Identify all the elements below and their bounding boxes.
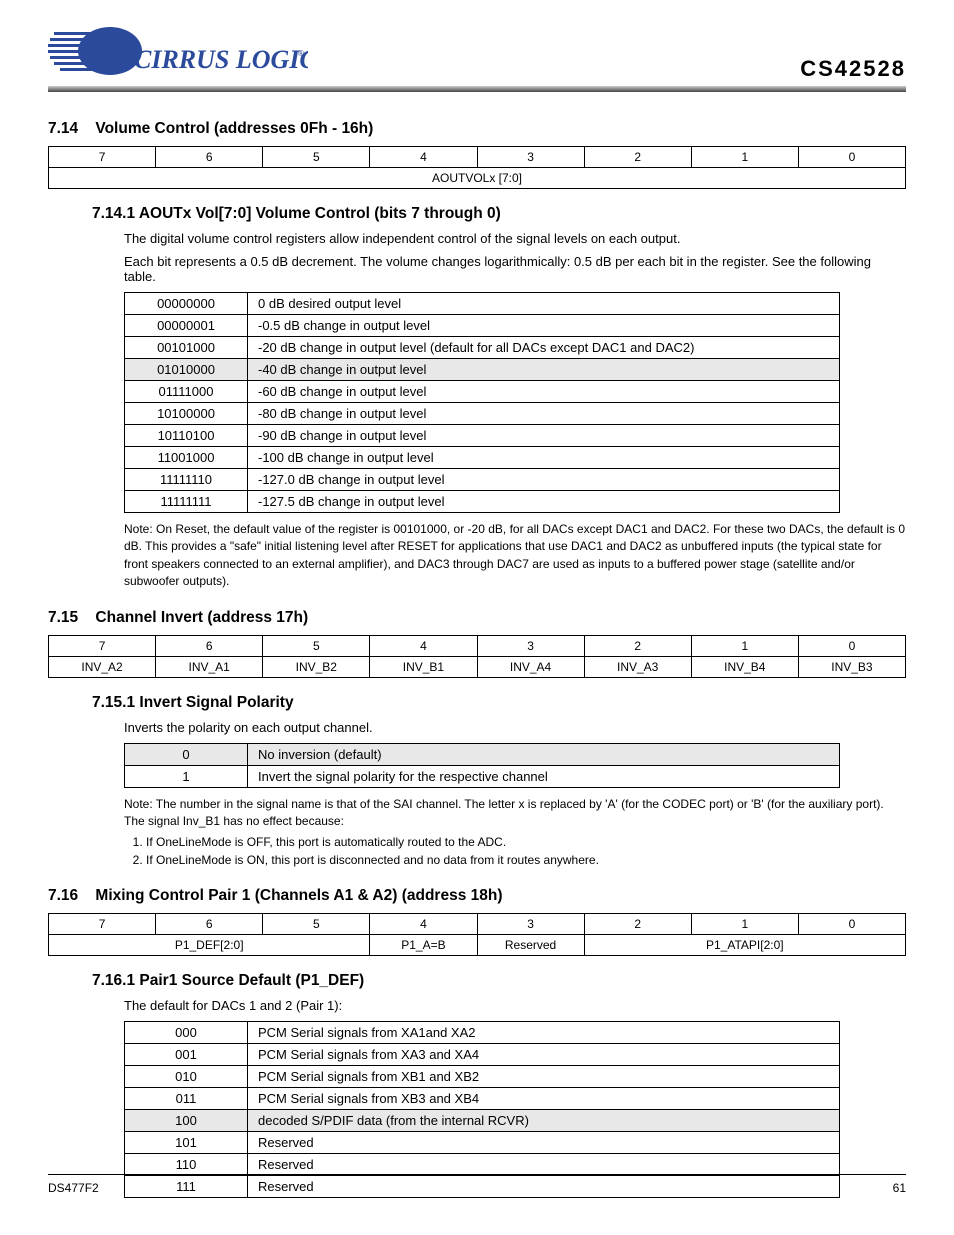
aoutx-description: The digital volume control registers all…: [124, 231, 906, 246]
volume-level-table: 000000000 dB desired output level0000000…: [124, 292, 840, 513]
p1def-value-table: 000PCM Serial signals from XA1and XA2001…: [124, 1021, 840, 1198]
invert-note: Note: The number in the signal name is t…: [124, 796, 906, 870]
section-title-volume-control: 7.14 Volume Control (addresses 0Fh - 16h…: [48, 120, 906, 138]
header-divider: [48, 86, 906, 92]
subsection-title-p1def: 7.16.1 Pair1 Source Default (P1_DEF): [92, 972, 906, 990]
product-code: CS42528: [800, 56, 906, 82]
svg-text:®: ®: [298, 49, 304, 58]
page-footer: DS477F2 61: [48, 1174, 906, 1195]
footer-right: 61: [893, 1181, 906, 1195]
invert-description: Inverts the polarity on each output chan…: [124, 720, 906, 735]
aoutx-table-intro: Each bit represents a 0.5 dB decrement. …: [124, 254, 906, 284]
company-logo: CIRRUS LOGIC ®: [48, 20, 308, 82]
mixing-bit-table: 76543210 P1_DEF[2:0]P1_A=BReservedP1_ATA…: [48, 913, 906, 956]
p1def-description: The default for DACs 1 and 2 (Pair 1):: [124, 998, 906, 1013]
invert-bit-table: 76543210 INV_A2INV_A1INV_B2INV_B1INV_A4I…: [48, 635, 906, 678]
section-title-mixing-control: 7.16 Mixing Control Pair 1 (Channels A1 …: [48, 887, 906, 905]
svg-text:CIRRUS LOGIC: CIRRUS LOGIC: [134, 45, 308, 74]
subsection-title-invert: 7.15.1 Invert Signal Polarity: [92, 694, 906, 712]
volume-bit-table: 76543210 AOUTVOLx [7:0]: [48, 146, 906, 189]
invert-note-item-1: If OneLineMode is OFF, this port is auto…: [146, 834, 906, 851]
footer-left: DS477F2: [48, 1181, 99, 1195]
section-title-channel-invert: 7.15 Channel Invert (address 17h): [48, 609, 906, 627]
volume-note: Note: On Reset, the default value of the…: [124, 521, 906, 591]
subsection-title-aoutx-vol: 7.14.1 AOUTx Vol[7:0] Volume Control (bi…: [92, 205, 906, 223]
invert-value-table: 0No inversion (default)1Invert the signa…: [124, 743, 840, 788]
invert-note-item-2: If OneLineMode is ON, this port is disco…: [146, 852, 906, 869]
